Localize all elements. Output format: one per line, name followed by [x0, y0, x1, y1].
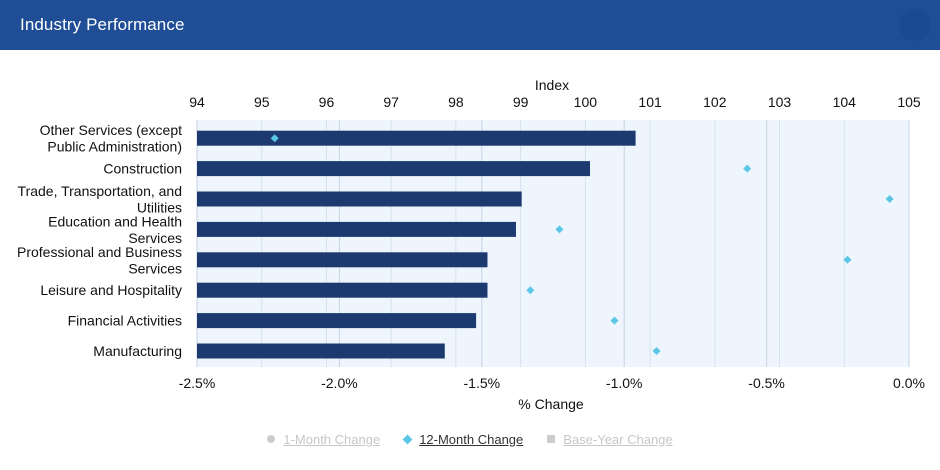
category-label: Leisure and Hospitality	[40, 282, 182, 298]
index-point	[526, 286, 535, 295]
legend-label: 12-Month Change	[419, 431, 524, 447]
bottom-axis-tick-label: 0.0%	[893, 375, 925, 391]
index-point	[743, 164, 752, 173]
header-bar: Industry Performance	[0, 0, 940, 50]
menu-button[interactable]	[899, 9, 931, 41]
top-axis-tick-label: 102	[703, 94, 727, 110]
plot-background	[197, 120, 909, 367]
top-axis-tick-label: 103	[768, 94, 792, 110]
top-axis-tick-label: 100	[574, 94, 598, 110]
top-axis-tick-label: 101	[638, 94, 662, 110]
legend-label: 1-Month Change	[283, 431, 381, 447]
bar	[197, 161, 591, 177]
top-axis-tick-label: 98	[448, 94, 464, 110]
category-label: Other Services (except	[40, 122, 182, 138]
top-axis-tick-label: 97	[383, 94, 399, 110]
index-point	[610, 316, 619, 325]
category-label: Services	[128, 260, 182, 276]
index-point	[885, 195, 894, 203]
bar	[197, 252, 488, 268]
category-label: Education and Health	[48, 213, 182, 229]
bottom-axis-title: % Change	[518, 396, 584, 412]
bottom-axis-tick-label: -2.0%	[321, 375, 358, 391]
category-label: Trade, Transportation, and	[18, 183, 182, 199]
legend: 1-Month Change 12-Month Change Base-Year…	[0, 429, 940, 449]
index-point	[555, 225, 564, 234]
bar	[197, 282, 488, 298]
bottom-axis-tick-label: -2.5%	[179, 375, 216, 391]
chart-area: Index 94 95 96 97 98 99 100 101 102 103 104 105 -2.5%…	[0, 50, 940, 465]
category-label: Utilities	[137, 200, 182, 216]
top-axis-tick-label: 99	[513, 94, 529, 110]
legend-label: Base-Year Change	[563, 431, 673, 447]
category-label: Services	[128, 230, 182, 246]
category-label: Professional and Business	[17, 244, 182, 260]
top-axis-tick-label: 104	[833, 94, 857, 110]
top-axis-tick-label: 94	[189, 94, 205, 110]
legend-item-base-year[interactable]: Base-Year Change	[547, 431, 673, 447]
diamond-icon	[402, 434, 413, 444]
legend-item-12-month[interactable]: 12-Month Change	[402, 431, 524, 447]
top-axis-tick-label: 105	[897, 94, 921, 110]
square-icon	[547, 435, 556, 443]
top-axis-tick-label: 95	[254, 94, 270, 110]
bar	[197, 221, 516, 237]
page-title: Industry Performance	[20, 15, 185, 34]
industry-chart: Index 94 95 96 97 98 99 100 101 102 103 104 105 -2.5%…	[17, 77, 925, 412]
legend-item-1-month[interactable]: 1-Month Change	[267, 432, 380, 447]
bar	[197, 130, 636, 146]
category-label: Financial Activities	[68, 313, 182, 329]
bottom-axis-tick-label: -1.5%	[464, 375, 501, 391]
bottom-axis-tick-label: -1.0%	[606, 375, 643, 391]
bar	[197, 343, 445, 359]
category-label: Public Administration)	[47, 139, 182, 155]
circle-icon	[267, 435, 276, 443]
category-label: Construction	[103, 161, 182, 177]
top-axis-title: Index	[535, 77, 569, 93]
top-axis-tick-label: 96	[319, 94, 335, 110]
category-label: Manufacturing	[93, 343, 182, 359]
bar	[197, 191, 522, 207]
bottom-axis-tick-label: -0.5%	[748, 375, 785, 391]
index-point	[652, 347, 661, 355]
index-point	[270, 134, 279, 143]
bar	[197, 313, 477, 329]
